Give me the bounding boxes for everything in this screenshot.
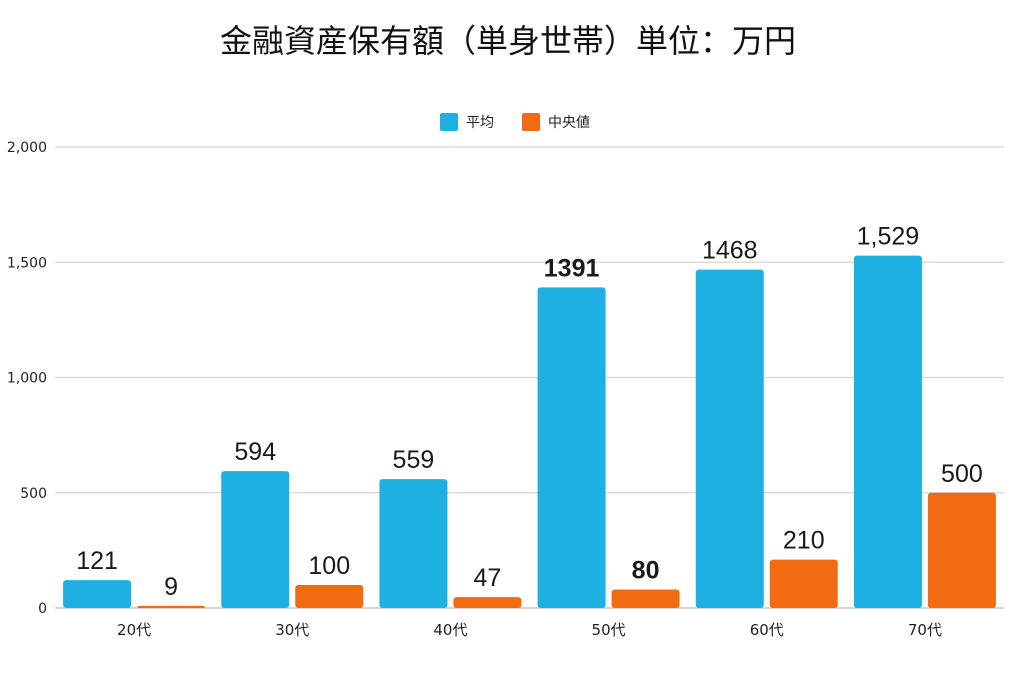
data-label: 9 — [164, 573, 178, 601]
legend: 平均 中央値 — [440, 113, 590, 131]
y-tick-label: 2,000 — [7, 140, 47, 156]
value-labels: 121 9 594 100 559 47 1391 80 1468 210 1,529 500 — [76, 223, 983, 601]
y-tick-label: 0 — [38, 601, 47, 617]
bar-median — [769, 559, 838, 608]
bar-average — [537, 287, 606, 608]
x-tick-label: 50代 — [592, 621, 626, 639]
x-tick-label: 60代 — [750, 621, 784, 639]
legend-swatch-median — [522, 113, 540, 131]
x-tick-label: 70代 — [908, 621, 942, 639]
data-label: 594 — [234, 438, 276, 466]
bar-average — [63, 580, 132, 608]
bar-average — [695, 269, 764, 608]
data-label: 47 — [474, 564, 502, 592]
data-label: 121 — [76, 547, 118, 575]
legend-label: 平均 — [466, 115, 494, 131]
bar-median — [137, 605, 206, 608]
data-label: 210 — [783, 527, 825, 555]
data-label: 559 — [393, 446, 435, 474]
y-tick-label: 1,500 — [7, 255, 47, 271]
chart-title: 金融資産保有額（単身世帯）単位：万円 — [220, 22, 796, 60]
grid — [55, 146, 1004, 609]
data-label: 1,529 — [857, 223, 920, 251]
x-tick-label: 30代 — [275, 621, 309, 639]
data-label: 100 — [308, 552, 350, 580]
x-tick-label: 40代 — [433, 621, 467, 639]
bar-median — [295, 584, 364, 608]
bar-average — [853, 255, 922, 609]
bar-median — [927, 492, 996, 608]
y-axis-ticks: 0 500 1,000 1,500 2,000 — [7, 140, 47, 617]
data-label: 80 — [632, 557, 660, 585]
y-tick-label: 500 — [20, 486, 47, 502]
legend-label: 中央値 — [548, 115, 590, 131]
y-tick-label: 1,000 — [7, 371, 47, 387]
data-label: 1391 — [544, 254, 600, 282]
data-label: 500 — [941, 460, 983, 488]
x-tick-label: 20代 — [117, 621, 151, 639]
x-axis-ticks: 20代 30代 40代 50代 60代 70代 — [117, 621, 942, 639]
legend-swatch-average — [440, 113, 458, 131]
bar-average — [379, 479, 448, 608]
data-label: 1468 — [702, 237, 758, 265]
bar-average — [221, 471, 290, 608]
bar-median — [453, 597, 522, 608]
bars — [63, 255, 996, 609]
bar-median — [611, 589, 680, 608]
